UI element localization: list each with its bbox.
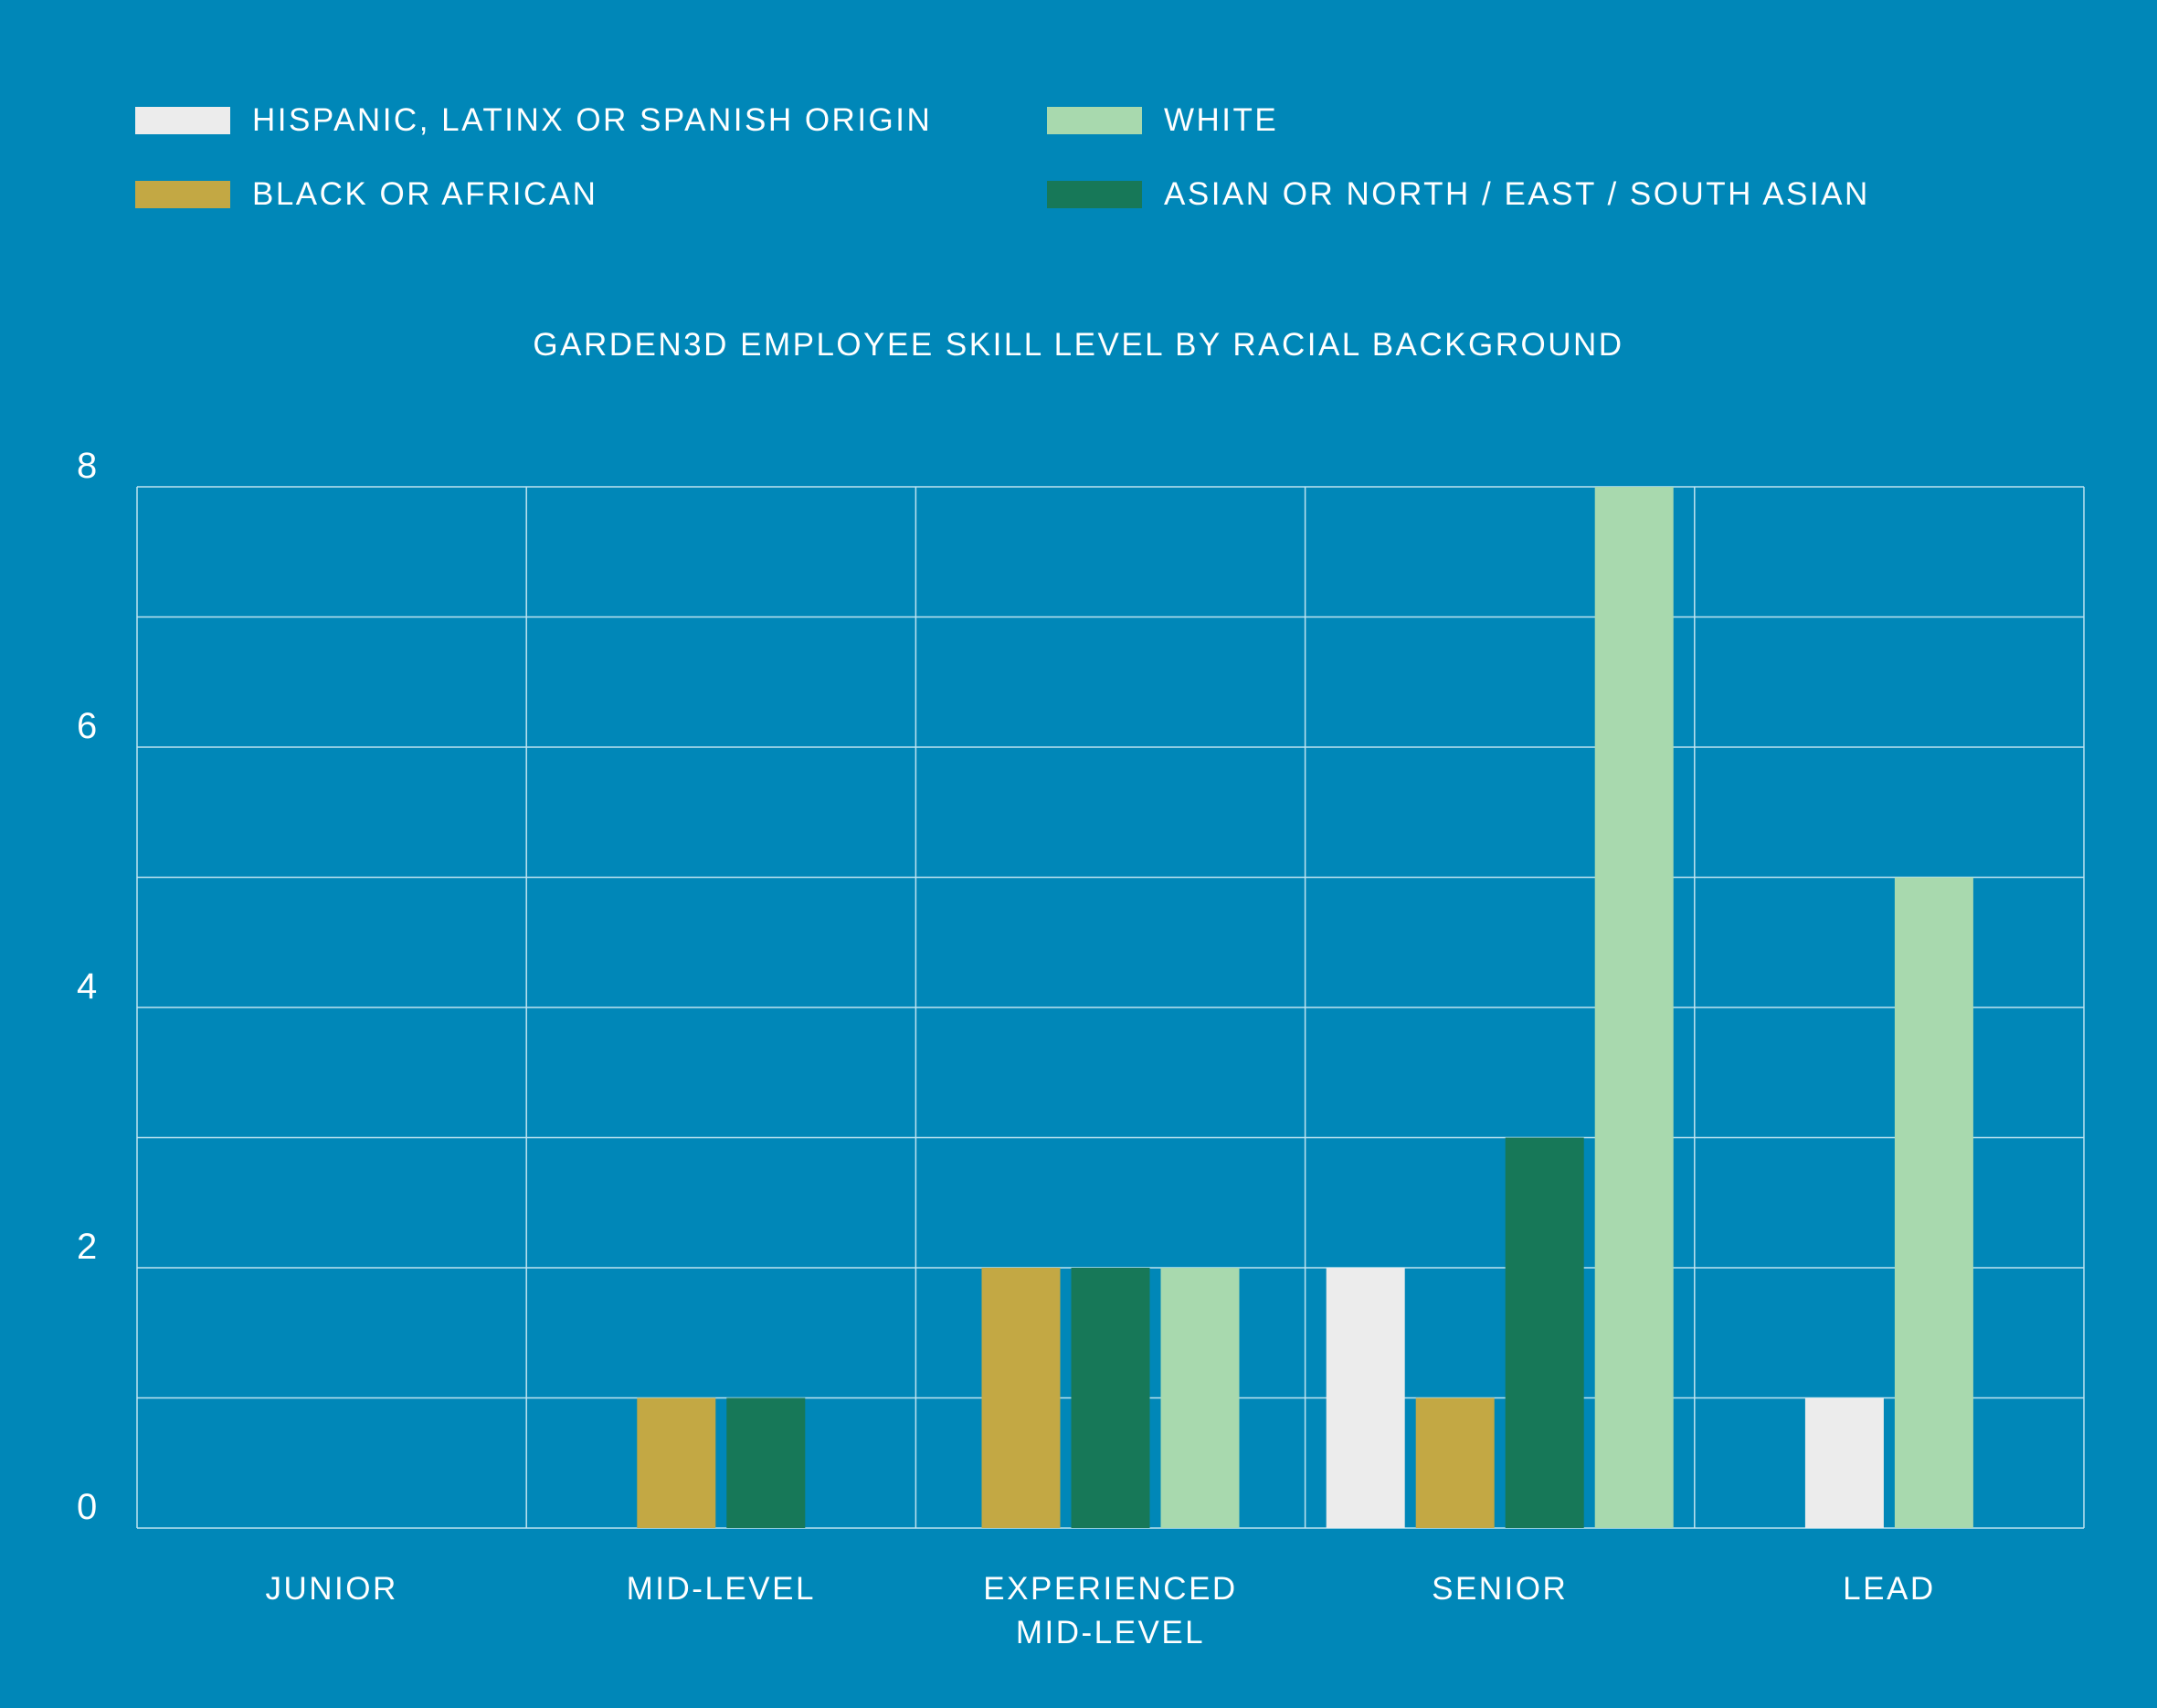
- bar-experienced-mid-level-series-2: [1071, 1268, 1150, 1528]
- bar-senior-series-2: [1505, 1137, 1584, 1528]
- bar-senior-series-1: [1415, 1397, 1495, 1528]
- bar-lead-series-3: [1894, 877, 1973, 1528]
- legend-item-asian: ASIAN OR NORTH / EAST / SOUTH ASIAN: [1047, 176, 1870, 213]
- bars: [637, 487, 1973, 1528]
- legend-label-black: BLACK OR AFRICAN: [252, 176, 598, 212]
- x-tick-label: MID-LEVEL: [627, 1571, 816, 1607]
- legend-label-hispanic: HISPANIC, LATINX OR SPANISH ORIGIN: [252, 102, 933, 138]
- bar-experienced-mid-level-series-3: [1160, 1268, 1240, 1528]
- legend-swatch-hispanic: [135, 107, 230, 134]
- y-tick-label: 6: [77, 706, 97, 746]
- bar-senior-series-3: [1594, 487, 1674, 1528]
- legend-swatch-black: [135, 181, 230, 208]
- y-tick-label: 4: [77, 966, 97, 1007]
- x-tick-label: EXPERIENCED MID-LEVEL: [983, 1571, 1237, 1650]
- y-axis-ticks: 0 2 4 6 8: [77, 446, 97, 1527]
- legend-item-hispanic: HISPANIC, LATINX OR SPANISH ORIGIN: [135, 102, 932, 139]
- legend-label-white: WHITE: [1164, 102, 1279, 138]
- y-tick-label: 0: [77, 1487, 97, 1527]
- legend-item-white: WHITE: [1047, 102, 1278, 139]
- y-tick-label: 2: [77, 1227, 97, 1267]
- legend-item-black: BLACK OR AFRICAN: [135, 176, 597, 213]
- x-tick-label: SENIOR: [1432, 1571, 1568, 1607]
- bar-lead-series-0: [1804, 1397, 1884, 1528]
- legend: HISPANIC, LATINX OR SPANISH ORIGIN WHITE…: [135, 102, 1962, 221]
- chart-title: GARDEN3D EMPLOYEE SKILL LEVEL BY RACIAL …: [533, 327, 1624, 363]
- x-tick-label: JUNIOR: [265, 1571, 397, 1607]
- bar-mid-level-series-2: [726, 1397, 806, 1528]
- legend-label-asian: ASIAN OR NORTH / EAST / SOUTH ASIAN: [1164, 176, 1870, 212]
- bar-experienced-mid-level-series-1: [981, 1268, 1061, 1528]
- legend-swatch-white: [1047, 107, 1142, 134]
- bar-mid-level-series-1: [637, 1397, 716, 1528]
- bar-senior-series-0: [1326, 1268, 1405, 1528]
- x-tick-label: LEAD: [1843, 1571, 1935, 1607]
- legend-swatch-asian: [1047, 181, 1142, 208]
- x-axis-labels: JUNIOR MID-LEVEL EXPERIENCED MID-LEVEL SENIO…: [265, 1571, 1935, 1650]
- y-tick-label: 8: [77, 446, 97, 486]
